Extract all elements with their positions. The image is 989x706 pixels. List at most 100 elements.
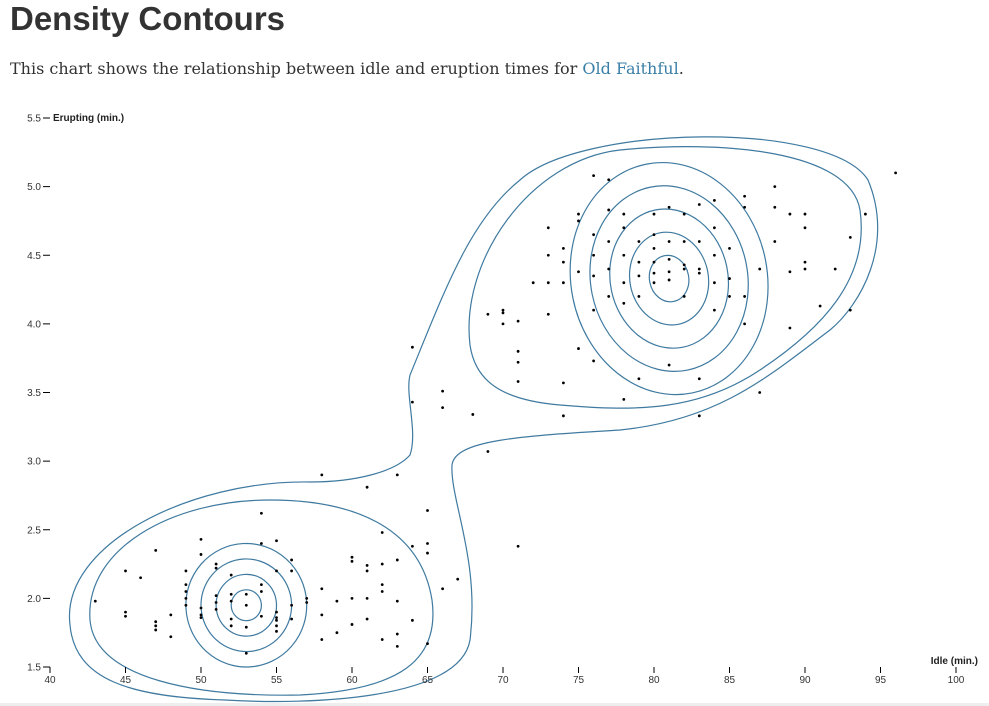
data-point: [214, 607, 218, 611]
data-point: [622, 226, 626, 230]
y-tick-label: 3.5: [27, 388, 41, 399]
data-point: [562, 246, 565, 250]
y-axis-label: Erupting (min.): [53, 113, 124, 124]
x-tick-label: 65: [422, 675, 434, 686]
data-point: [124, 569, 127, 573]
x-axis: 40 45 50 55 60 65 70 75 80 85 90 95 100: [44, 667, 965, 686]
data-point: [833, 267, 837, 271]
data-point: [456, 577, 460, 581]
data-point: [577, 347, 580, 350]
data-point: [380, 531, 384, 534]
data-point: [758, 391, 762, 394]
y-tick-label: 2.0: [27, 594, 41, 605]
x-tick-label: 90: [799, 675, 811, 686]
data-point: [562, 260, 565, 264]
data-point: [184, 583, 188, 587]
data-point: [260, 583, 263, 587]
data-point: [894, 171, 897, 175]
data-point: [743, 295, 746, 298]
page-title: Density Contours: [10, 0, 286, 37]
data-point: [501, 308, 505, 312]
data-point: [607, 178, 611, 182]
data-point: [229, 573, 233, 577]
data-point: [214, 594, 218, 598]
data-point: [260, 590, 263, 593]
data-point: [290, 603, 293, 607]
chart-description: This chart shows the relationship betwee…: [10, 58, 684, 80]
data-point: [395, 645, 399, 648]
data-point: [592, 233, 595, 237]
x-tick-label: 70: [497, 675, 509, 686]
data-point: [818, 304, 822, 308]
data-point: [546, 312, 550, 316]
scatter-points-layer: [93, 171, 897, 655]
data-point: [652, 271, 656, 275]
data-point: [395, 632, 399, 636]
data-point: [441, 406, 444, 409]
y-axis: 1.5 2.0 2.5 3.0 3.5 4.0 4.5 5.0 5.5: [27, 114, 50, 674]
data-point: [380, 583, 384, 587]
data-point: [743, 322, 746, 326]
data-point: [275, 618, 278, 622]
data-point: [154, 548, 158, 552]
data-point: [743, 194, 746, 198]
data-point: [637, 295, 641, 298]
data-point: [622, 281, 626, 285]
data-point: [320, 587, 324, 591]
outer-contour-3: [468, 146, 862, 409]
data-point: [214, 566, 218, 570]
data-point: [275, 610, 278, 614]
data-point: [275, 616, 278, 619]
x-axis-label: Idle (min.): [931, 656, 978, 667]
data-point: [516, 319, 520, 323]
data-point: [275, 569, 278, 573]
data-point: [546, 281, 550, 285]
data-point: [365, 564, 369, 567]
data-point: [713, 281, 716, 285]
data-point: [260, 511, 263, 515]
data-point: [697, 271, 701, 275]
data-point: [199, 537, 203, 541]
x-tick-label: 40: [44, 675, 56, 686]
data-point: [426, 509, 429, 512]
old-faithful-link[interactable]: Old Faithful: [582, 59, 679, 78]
data-point: [592, 308, 595, 312]
data-point: [290, 558, 293, 562]
data-point: [562, 281, 565, 285]
contour-ring-1-4: [648, 254, 690, 303]
data-point: [229, 624, 233, 628]
data-point: [848, 308, 852, 312]
description-text: This chart shows the relationship betwee…: [10, 59, 583, 78]
data-point: [214, 601, 218, 604]
data-point: [380, 638, 384, 641]
data-point: [592, 359, 595, 363]
data-point: [592, 274, 595, 278]
data-point: [546, 226, 550, 230]
data-point: [184, 569, 188, 573]
data-point: [154, 620, 158, 624]
data-point: [773, 185, 777, 189]
data-point: [395, 473, 399, 477]
outer-contour-1: [68, 136, 879, 703]
data-point: [516, 360, 520, 364]
data-point: [713, 198, 716, 202]
data-point: [199, 616, 203, 619]
data-point: [124, 610, 127, 614]
x-tick-label: 75: [573, 675, 585, 686]
y-tick-label: 1.5: [27, 663, 41, 674]
data-point: [697, 240, 701, 243]
data-point: [320, 613, 324, 617]
contour-ring-1-3: [628, 231, 710, 326]
x-tick-label: 85: [724, 675, 736, 686]
data-point: [290, 569, 293, 573]
data-point: [184, 596, 188, 600]
data-point: [622, 301, 626, 305]
data-point: [335, 599, 339, 603]
data-point: [335, 631, 339, 635]
data-point: [275, 539, 278, 543]
y-tick-label: 5.5: [27, 114, 41, 125]
data-point: [697, 414, 701, 418]
data-point: [350, 623, 354, 626]
data-point: [682, 295, 686, 298]
x-tick-label: 95: [875, 675, 887, 686]
